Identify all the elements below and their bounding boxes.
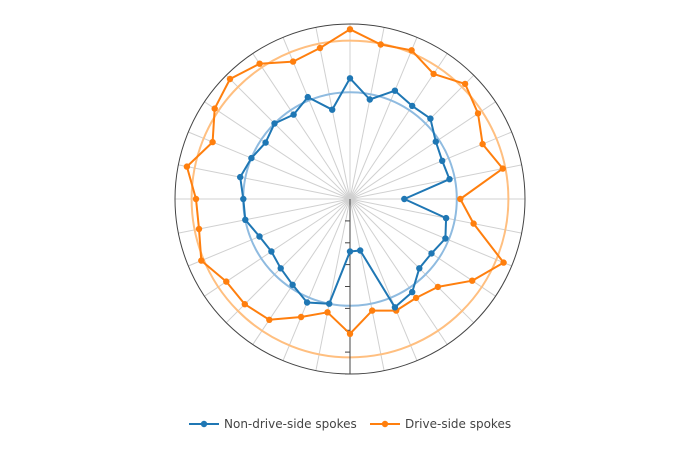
angular-grid-line xyxy=(349,37,418,200)
angular-grid-line xyxy=(315,27,351,200)
data-point xyxy=(432,138,439,145)
data-point xyxy=(297,313,305,321)
legend-swatch-marker xyxy=(381,420,389,428)
data-point xyxy=(192,195,200,203)
data-point xyxy=(242,216,249,223)
angular-grid-line xyxy=(315,198,351,371)
data-point xyxy=(446,176,453,183)
data-point xyxy=(369,307,376,314)
data-point xyxy=(401,195,408,203)
angular-grid-line xyxy=(349,164,522,200)
data-point xyxy=(256,233,263,240)
data-point xyxy=(271,120,278,127)
angular-grid-line xyxy=(282,198,351,361)
data-point xyxy=(412,294,420,302)
data-point xyxy=(248,154,255,162)
data-point xyxy=(346,26,354,33)
data-point xyxy=(226,75,234,83)
data-point xyxy=(183,163,191,170)
legend-label-non-drive-side: Non-drive-side spokes xyxy=(224,417,357,431)
angular-grid-line xyxy=(178,164,351,200)
angular-grid-line xyxy=(188,198,351,267)
legend-swatch-marker xyxy=(200,420,208,428)
data-point xyxy=(366,96,373,103)
angular-grid xyxy=(175,24,525,374)
angular-grid-line xyxy=(178,198,351,234)
data-point xyxy=(223,278,230,285)
angular-grid-line xyxy=(349,198,448,345)
data-point xyxy=(277,265,284,272)
data-point xyxy=(289,281,296,288)
data-point xyxy=(268,248,275,255)
data-point xyxy=(237,173,244,181)
data-point xyxy=(409,288,416,296)
data-point xyxy=(479,140,486,148)
angular-grid-line xyxy=(349,27,385,200)
angular-grid-line xyxy=(349,131,512,200)
data-point xyxy=(346,330,354,337)
angular-grid-line xyxy=(204,101,351,200)
angular-grid-line xyxy=(349,53,448,200)
data-point xyxy=(442,214,450,222)
data-point xyxy=(434,283,442,291)
data-point xyxy=(198,257,205,264)
angular-grid-line xyxy=(349,74,475,200)
data-point xyxy=(430,70,437,78)
data-point xyxy=(289,58,297,65)
data-point xyxy=(439,157,446,164)
data-point xyxy=(304,93,311,101)
data-point xyxy=(329,106,336,113)
angular-grid-line xyxy=(225,74,351,200)
series-0 xyxy=(237,75,453,311)
data-point xyxy=(457,195,464,203)
angular-grid-line xyxy=(252,53,351,200)
data-point xyxy=(470,220,477,227)
series-layer xyxy=(183,26,507,337)
data-point xyxy=(241,301,248,308)
data-point xyxy=(240,195,247,203)
angular-grid-line xyxy=(349,198,522,234)
data-point xyxy=(316,44,324,52)
data-point xyxy=(409,102,416,110)
data-point xyxy=(499,165,506,172)
data-point xyxy=(416,265,423,272)
data-point xyxy=(474,110,482,117)
data-point xyxy=(391,304,399,311)
data-point xyxy=(262,139,269,146)
angular-grid-line xyxy=(349,198,385,371)
data-point xyxy=(427,115,434,122)
data-point xyxy=(326,300,333,307)
data-point xyxy=(408,47,415,54)
data-point xyxy=(346,248,354,255)
legend: Non-drive-side spokes Drive-side spokes xyxy=(189,417,511,431)
data-point xyxy=(428,250,435,257)
data-point xyxy=(346,75,354,82)
data-point xyxy=(391,87,399,94)
data-point xyxy=(209,138,216,146)
data-point xyxy=(461,80,469,88)
data-point xyxy=(303,299,311,306)
angular-grid-line xyxy=(349,198,418,361)
data-point xyxy=(256,60,263,67)
data-point xyxy=(442,235,449,242)
angular-grid-line xyxy=(349,198,512,267)
angular-grid-line xyxy=(349,101,496,200)
data-point xyxy=(324,309,331,316)
series-1 xyxy=(183,26,507,337)
data-point xyxy=(357,247,364,254)
data-point xyxy=(290,111,297,118)
data-point xyxy=(469,277,476,284)
data-point xyxy=(500,259,507,266)
data-point xyxy=(266,316,273,323)
data-point xyxy=(211,105,218,112)
radial-axis xyxy=(345,199,351,375)
angular-grid-line xyxy=(349,198,475,324)
legend-label-drive-side: Drive-side spokes xyxy=(405,417,511,431)
data-point xyxy=(195,225,203,233)
data-point xyxy=(377,41,384,48)
legend-item-drive-side[interactable]: Drive-side spokes xyxy=(370,417,511,431)
legend-item-non-drive-side[interactable]: Non-drive-side spokes xyxy=(189,417,357,431)
